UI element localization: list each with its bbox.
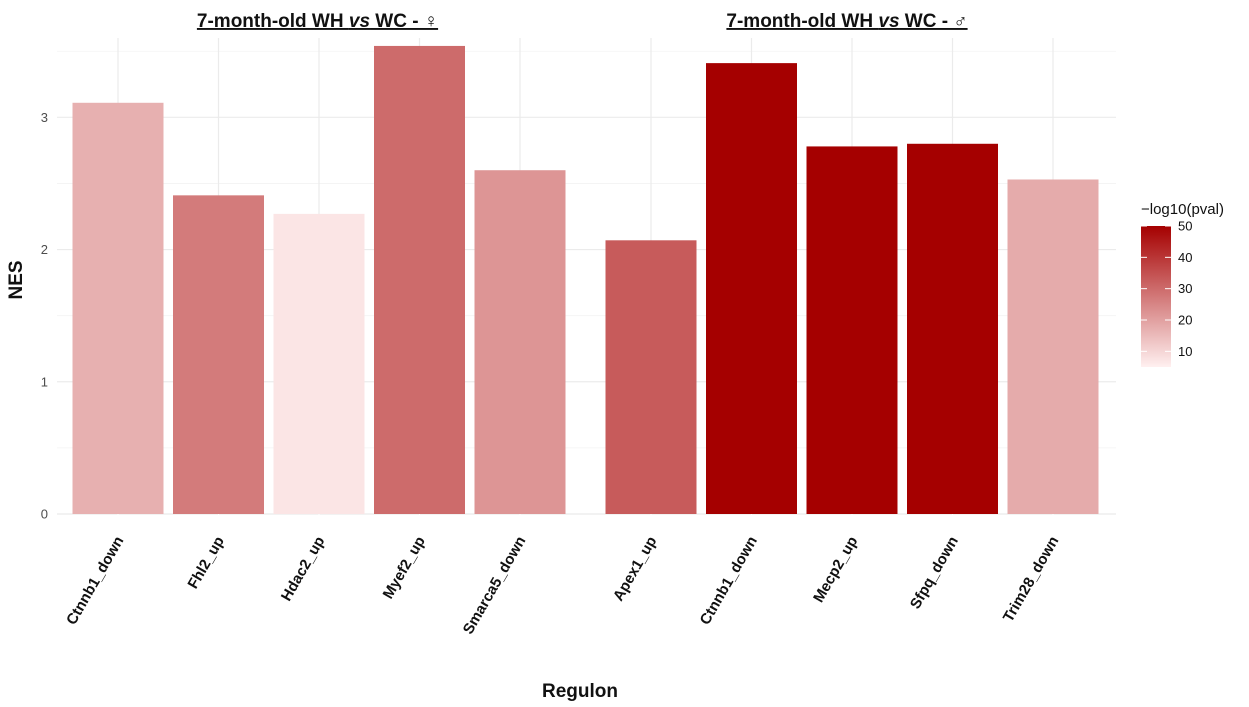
bar-male-sfpq_down: [907, 143, 998, 514]
x-tick-label: Apex1_up: [610, 534, 661, 605]
x-tick-label: Sfpq_down: [907, 534, 962, 612]
bar-male-mecp2_up: [806, 146, 898, 514]
bar-male-ctnnb1_down: [706, 63, 797, 514]
bar-female-smarca5_down: [474, 170, 566, 514]
bar-female-myef2_up: [374, 45, 465, 514]
legend-tick-label: 10: [1178, 344, 1192, 359]
y-tick-label: 0: [41, 507, 48, 522]
legend-tick-label: 20: [1178, 313, 1192, 328]
legend-title: −log10(pval): [1141, 201, 1224, 218]
bar-female-hdac2_up: [273, 213, 365, 514]
color-legend: −log10(pval) 10 20 30 40 50: [1141, 201, 1224, 367]
panel-title-female: 7-month-old WH vs WC - ♀: [197, 11, 438, 32]
bar-female-ctnnb1_down: [72, 102, 164, 515]
y-tick-label: 1: [41, 374, 48, 389]
x-tick-label: Trim28_down: [1000, 534, 1063, 626]
y-axis-title: NES: [6, 260, 27, 299]
x-tick-label: Myef2_up: [380, 534, 429, 602]
legend-tick-label: 30: [1178, 281, 1192, 296]
x-axis-title: Regulon: [542, 681, 618, 702]
bar-female-fhl2_up: [173, 195, 264, 514]
panel-title-male: 7-month-old WH vs WC - ♂: [726, 11, 967, 32]
y-tick-label: 3: [41, 110, 48, 125]
x-tick-label: Fhl2_up: [184, 534, 227, 592]
x-tick-label: Ctnnb1_down: [63, 534, 127, 628]
legend-colorbar: [1141, 226, 1171, 367]
y-tick-label: 2: [41, 242, 48, 257]
x-tick-label: Hdac2_up: [278, 534, 329, 605]
bar-male-apex1_up: [605, 240, 697, 515]
legend-tick-label: 40: [1178, 250, 1192, 265]
bar-male-trim28_down: [1007, 179, 1099, 514]
x-tick-label: Mecp2_up: [810, 534, 861, 606]
legend-tick-label: 50: [1178, 219, 1192, 234]
x-tick-label: Ctnnb1_down: [697, 534, 761, 628]
x-tick-label: Smarca5_down: [460, 534, 530, 638]
